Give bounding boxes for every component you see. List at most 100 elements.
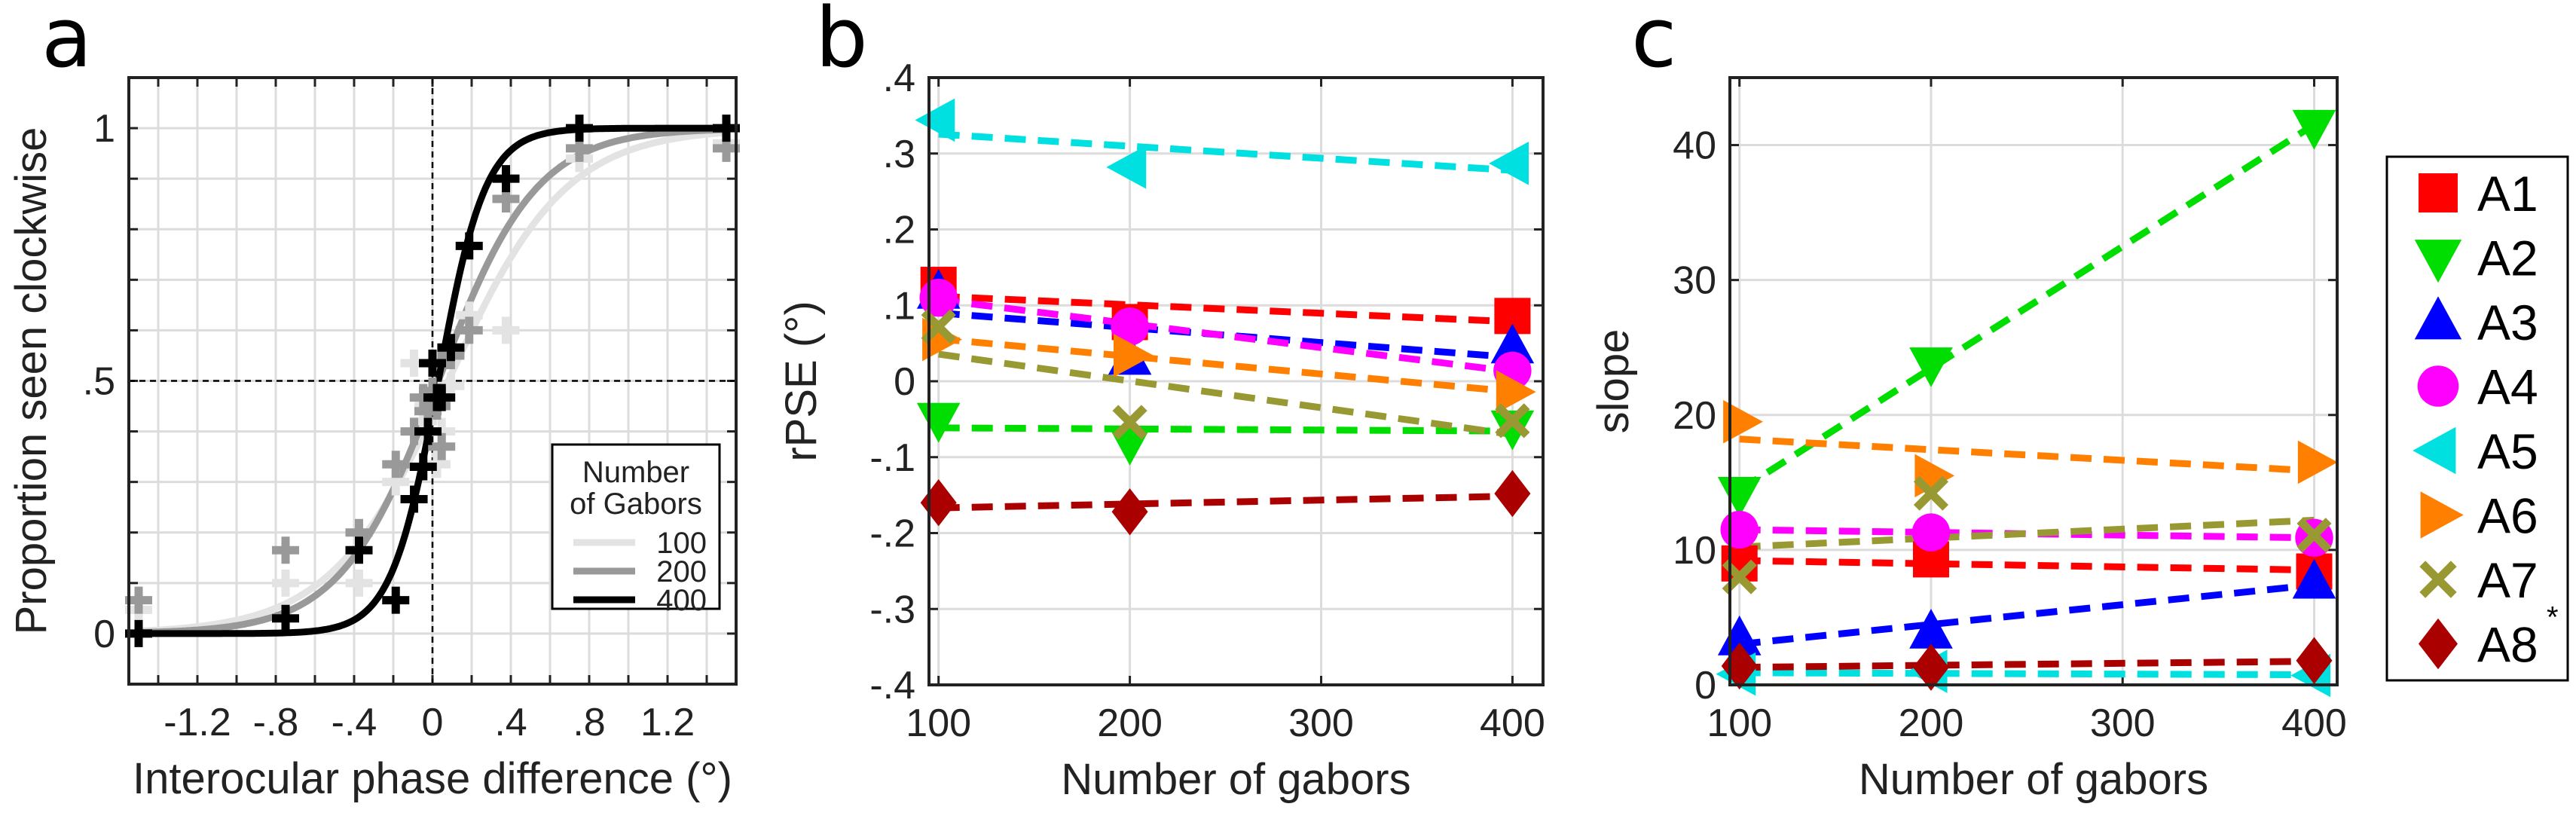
fit-line-A7 [938,350,1514,439]
data-point-A5 [915,98,955,142]
y-tick-label: .4 [883,57,915,100]
data-point-A4 [1111,307,1149,346]
y-tick-label: 20 [1673,394,1716,438]
fit-line-A7 [1739,516,2315,551]
legend-marker-A5 [2413,426,2456,475]
data-point-A2 [1490,410,1535,451]
data-point-A8 [920,479,957,527]
data-point-A7 [1913,475,1949,511]
fit-line-A8 [938,493,1513,512]
data-point-A3 [1909,608,1953,649]
legend-label-A6: A6 [2477,488,2538,544]
y-axis-label: slope [1589,329,1638,434]
y-tick-label: -.4 [869,664,915,707]
data-point-400 [566,115,593,142]
x-tick-label: .4 [494,701,527,744]
legend-title: Number [582,456,689,489]
fit-line-A3 [938,309,1513,361]
fit-line-A5 [1739,669,2315,679]
legend-asterisk: * [2547,601,2559,634]
data-point-A8 [1912,643,1949,691]
data-point-A7 [1495,403,1530,439]
panel-a-psychometric-curves: -1.2 -.8 -.4 0 .4 .8 1.2 0 .5 1 Interocular phase … [7,76,740,803]
legend-box [551,443,721,610]
data-point-A3 [1490,323,1535,364]
data-point-400 [345,536,373,564]
legend-label-A1: A1 [2477,166,2538,222]
x-tick-label: 200 [1899,701,1964,745]
x-tick-label: .8 [573,701,605,744]
x-tick-label: 300 [1288,701,1354,745]
data-point-A3 [2292,558,2336,599]
legend-label-A2: A2 [2477,231,2538,286]
axes-frame [927,76,1545,686]
data-point-A8 [2296,637,2333,684]
fit-line-A4 [938,296,1513,375]
x-tick-label: 200 [1097,701,1163,745]
x-tick-label: 100 [1707,701,1772,745]
data-point-200 [382,451,410,478]
data-point-A4 [1720,510,1759,549]
y-axis-label: Proportion seen clockwise [7,127,56,635]
data-point-A2 [2292,109,2336,150]
fit-line-A6 [1739,435,2315,475]
legend-label-100: 100 [656,527,707,560]
x-axis-label: Interocular phase difference (°) [133,754,732,803]
data-point-A2 [916,402,961,443]
observer-legend: A1 A2 A3 A4 A5 A6 A7 A8 * [2385,155,2569,682]
panel-c-slope-plot: 100 200 300 400 0 10 20 30 40 Number of gabors slo… [1589,76,2347,804]
y-tick-label: .1 [883,284,915,328]
legend-label-A3: A3 [2477,295,2538,350]
data-point-200 [428,432,456,460]
x-tick-label: 400 [2281,701,2347,745]
y-tick-label: 30 [1673,259,1716,303]
panel-label-a: a [41,0,92,86]
data-point-200 [455,316,483,344]
legend-label-A5: A5 [2477,423,2538,479]
data-point-A7 [2296,518,2332,553]
axes-frame [1728,76,2339,686]
y-tick-label: .2 [883,209,915,252]
x-axis-label: Number of gabors [1061,755,1410,804]
x-tick-label: -.4 [332,701,377,744]
data-point-400 [409,453,437,481]
data-point-400 [455,232,483,260]
data-point-400 [382,586,410,614]
data-point-100 [272,569,299,597]
legend-marker-A4 [2417,365,2459,407]
fit-line-A1 [1739,557,2315,574]
data-point-A8 [1494,469,1531,518]
data-point-400 [272,604,299,632]
panel-label-c: c [1631,0,1676,86]
legend-marker-A1 [2419,173,2458,212]
data-point-A5 [1106,145,1147,189]
x-tick-label: -1.2 [163,701,231,744]
fit-line-A2 [938,424,1513,435]
legend-marker-A3 [2414,296,2462,340]
legend-marker-A7 [2419,561,2457,598]
x-tick-label: 300 [2090,701,2156,745]
legend-label-A7: A7 [2477,552,2538,608]
data-point-A4 [1911,513,1951,552]
y-tick-label: .5 [83,360,115,404]
y-tick-label: 40 [1673,124,1716,168]
data-point-200 [272,536,299,564]
data-point-400 [414,417,442,445]
legend-marker-A8 [2419,618,2458,670]
legend-label-A8: A8 [2477,617,2538,673]
legend-marker-A2 [2414,240,2462,283]
legend-label-400: 400 [656,584,707,617]
fit-line-A5 [938,130,1513,174]
legend-title: of Gabors [570,487,702,521]
y-axis-label: rPSE (°) [777,301,826,461]
y-tick-label: 10 [1673,529,1716,573]
x-tick-label: -.8 [253,701,299,744]
panel-b-rpse-plot: 100 200 300 400 .4 .3 .2 .1 0 -.1 -.2 -.3 -.4 Number … [777,57,1545,804]
legend-label-200: 200 [656,555,707,588]
y-tick-label: -.1 [869,436,915,480]
data-point-A2 [1909,347,1953,387]
data-point-A5 [1489,142,1529,185]
x-tick-label: 1.2 [640,701,695,744]
